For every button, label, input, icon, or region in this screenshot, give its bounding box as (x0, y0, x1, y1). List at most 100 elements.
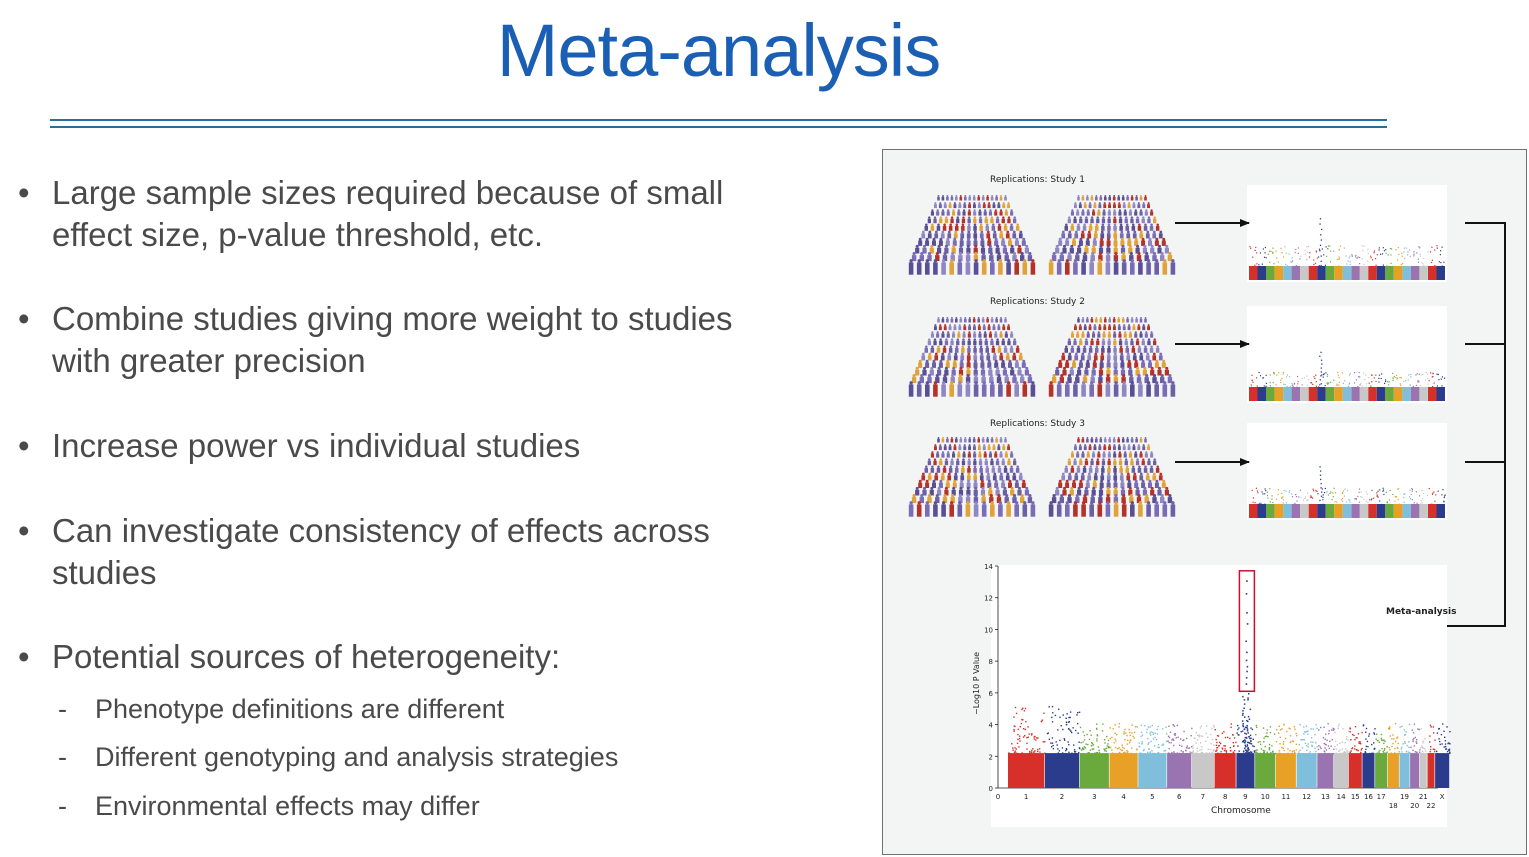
person-head (1171, 501, 1175, 505)
mini-snp-point (1420, 374, 1422, 376)
mini-chrom-block (1249, 387, 1258, 401)
person-head (1113, 230, 1117, 234)
person-head (991, 195, 994, 197)
snp-point (1051, 721, 1054, 723)
person-body (1048, 384, 1054, 397)
mini-snp-point (1388, 503, 1390, 505)
person-body (1112, 196, 1116, 201)
mini-snp-point (1410, 376, 1412, 378)
person-head (952, 209, 955, 212)
person-head (996, 216, 999, 219)
person-body (933, 262, 938, 275)
person-head (1096, 458, 1099, 461)
person-body (990, 460, 994, 466)
mini-snp-point (1273, 263, 1275, 265)
x-tick-label: 13 (1321, 793, 1330, 801)
person-head (994, 331, 997, 334)
snp-point (1131, 747, 1133, 749)
person-head (1107, 465, 1111, 469)
mini-snp-point (1404, 257, 1406, 260)
mini-snp-point (1326, 382, 1328, 384)
snp-point (1211, 738, 1214, 741)
snp-point (1233, 737, 1236, 739)
person-body (1084, 247, 1089, 254)
snp-point (1021, 752, 1023, 754)
person-body (925, 262, 930, 275)
person-head (1093, 202, 1096, 205)
person-body (990, 196, 994, 201)
mini-chrom-block (1342, 387, 1352, 401)
person-head (1031, 501, 1035, 505)
person-body (1087, 355, 1092, 361)
person-body (915, 247, 920, 254)
snp-point (1161, 744, 1163, 747)
snp-point (1371, 743, 1373, 746)
snp-point (1414, 736, 1416, 739)
person-body (937, 438, 940, 443)
person-body (1118, 333, 1122, 338)
person-head (1123, 324, 1126, 327)
snp-point (1153, 745, 1156, 747)
snp-point (1108, 745, 1110, 748)
person-head (1025, 366, 1029, 370)
snp-point (1154, 732, 1156, 734)
person-head (973, 209, 976, 212)
person-body (1076, 348, 1081, 353)
mini-snp-point (1427, 383, 1429, 385)
person-body (915, 369, 920, 376)
person-body (1147, 326, 1150, 331)
snp-point (1442, 723, 1444, 725)
person-head (1113, 345, 1117, 349)
snp-point (1338, 742, 1341, 744)
person-body (1073, 504, 1078, 517)
person-body (994, 333, 998, 338)
person-head (1098, 202, 1101, 205)
person-body (1141, 218, 1145, 224)
mini-snp-point (1300, 255, 1302, 257)
snp-point (1303, 726, 1305, 728)
snp-point (1015, 752, 1017, 754)
person-body (1154, 262, 1159, 275)
snp-point (1048, 738, 1051, 740)
person-head (992, 324, 995, 327)
person-body (958, 446, 962, 451)
person-body (1061, 233, 1066, 239)
person-head (1108, 209, 1111, 212)
snp-point (1080, 742, 1082, 744)
snp-point (1068, 744, 1070, 746)
snp-point (1082, 741, 1084, 743)
mini-chrom-block (1257, 387, 1266, 401)
snp-point (1148, 748, 1150, 750)
person-body (1018, 233, 1023, 239)
mini-snp-point (1411, 499, 1413, 501)
snp-point (1392, 734, 1394, 736)
mini-peak-point (1321, 228, 1323, 231)
person-head (1155, 359, 1159, 363)
person-head (997, 374, 1001, 378)
person-head (1102, 338, 1105, 341)
snp-point (1394, 752, 1396, 754)
person-head (1108, 202, 1111, 205)
person-head (1152, 494, 1157, 498)
person-head (1140, 195, 1142, 197)
person-head (1113, 202, 1116, 205)
snp-point (1346, 736, 1348, 738)
person-body (1113, 240, 1118, 246)
person-body (1160, 497, 1165, 504)
mini-snp-point (1407, 379, 1409, 381)
snp-point (1446, 726, 1448, 728)
mini-snp-point (1382, 264, 1384, 266)
person-head (937, 486, 941, 490)
mini-snp-point (1327, 383, 1329, 385)
slide-title: Meta-analysis (496, 9, 942, 92)
person-head (1106, 259, 1110, 263)
snp-point (1334, 731, 1336, 734)
snp-point (1141, 734, 1144, 736)
chromosome-14 (1334, 723, 1350, 788)
person-body (1126, 233, 1131, 239)
person-body (1092, 362, 1097, 368)
x-tick-label: 6 (1177, 793, 1182, 801)
person-head (1117, 317, 1120, 319)
snp-point (1131, 732, 1133, 734)
person-head (930, 366, 934, 370)
